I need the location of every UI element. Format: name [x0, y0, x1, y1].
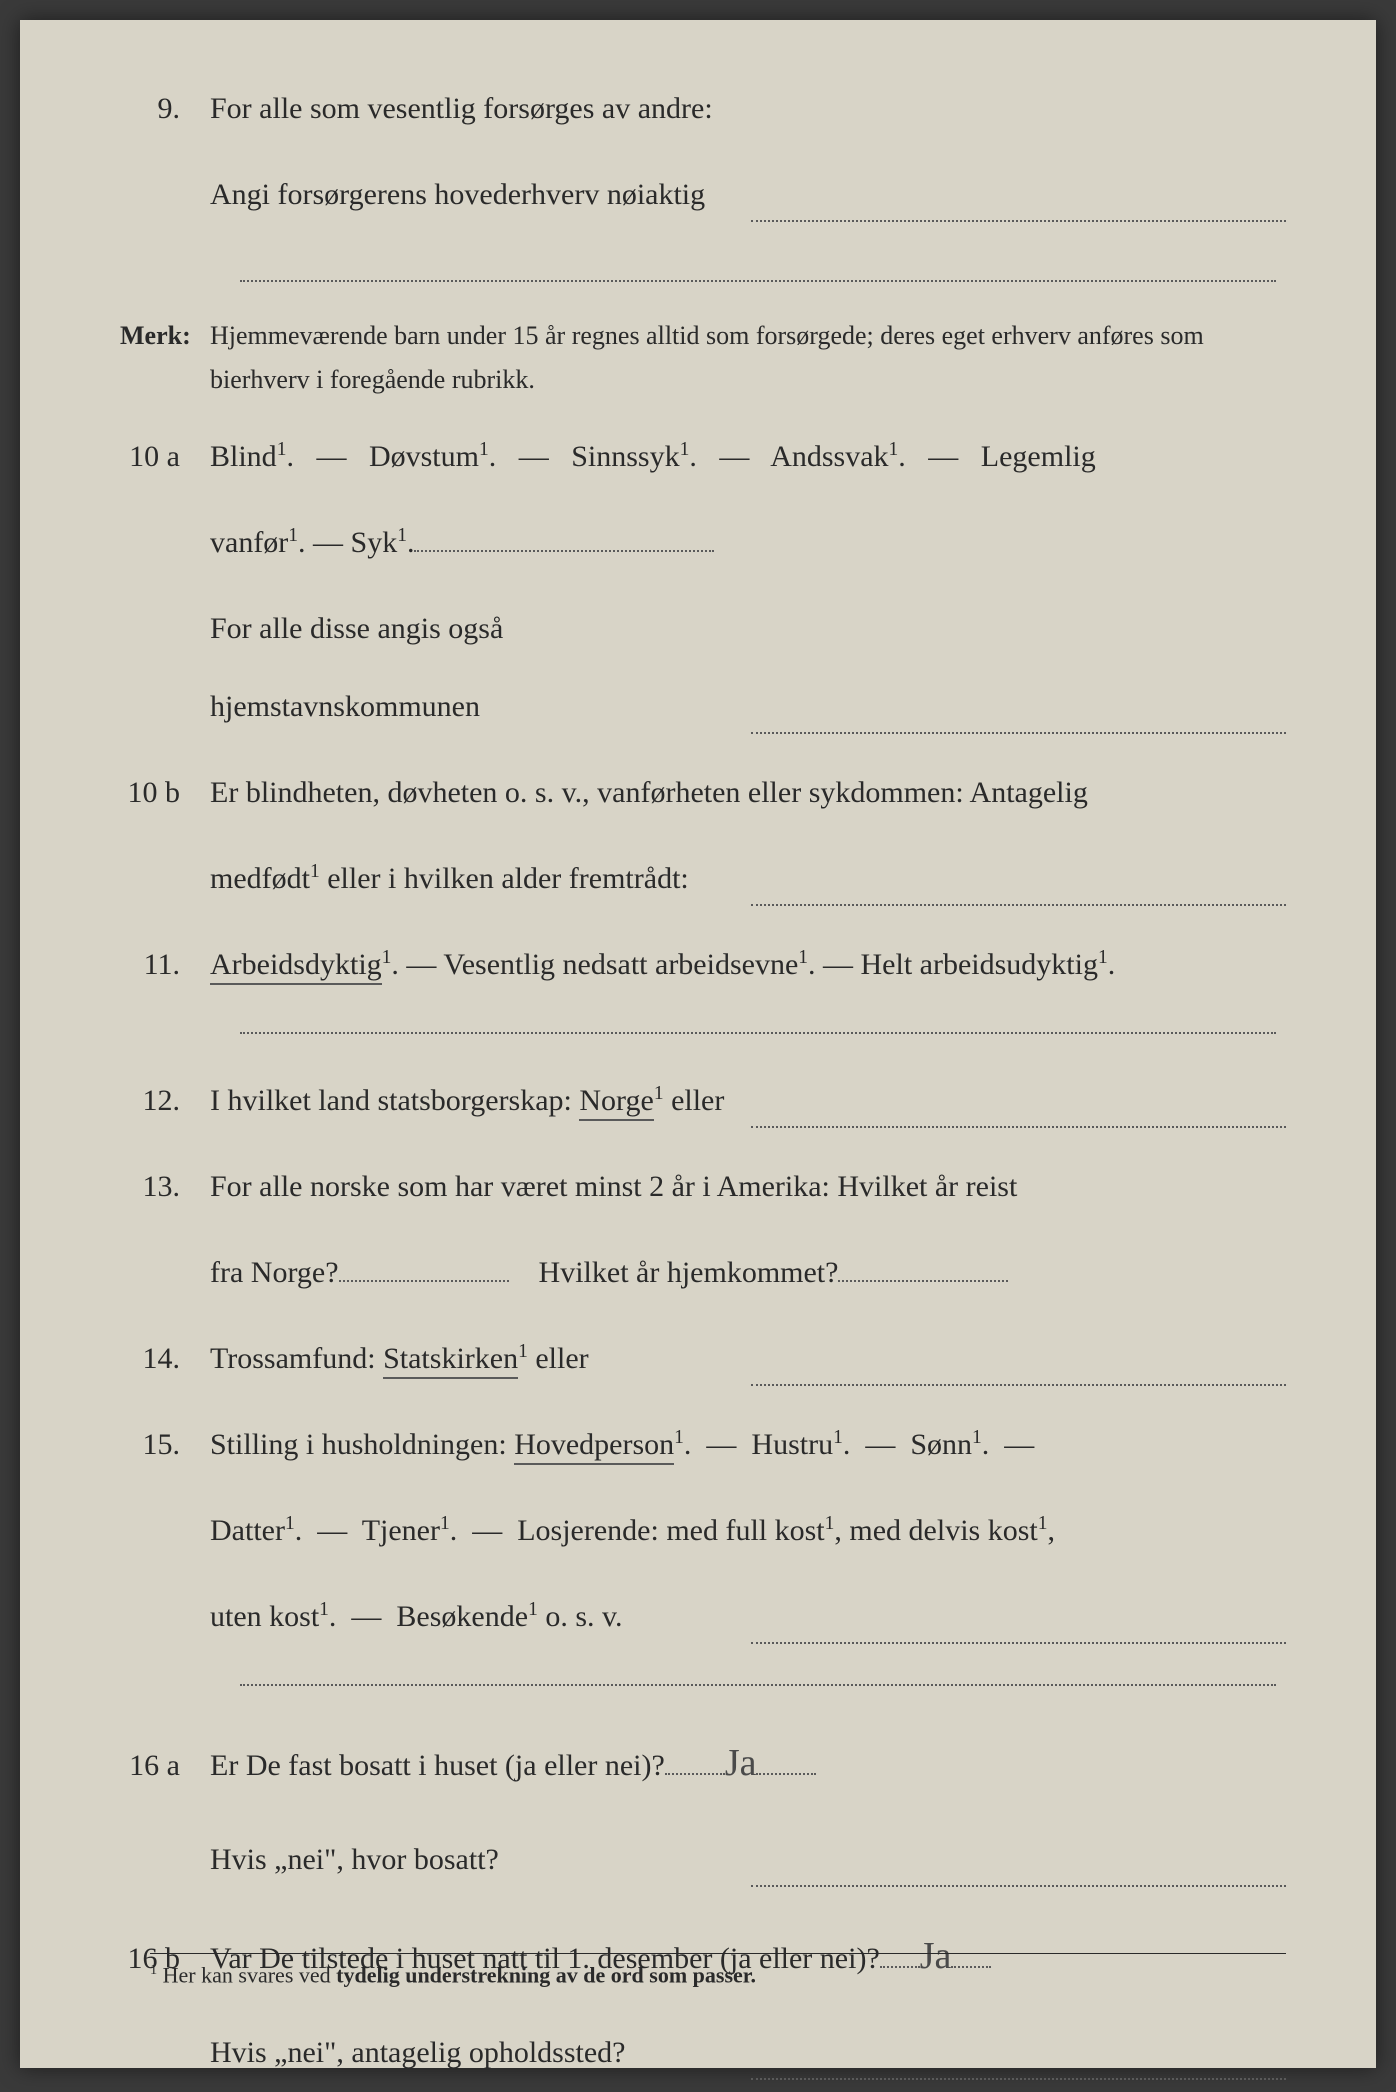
- q12-number: 12.: [120, 1062, 210, 1140]
- q12-text: I hvilket land statsborgerskap: Norge1 e…: [210, 1062, 745, 1140]
- q16b-blank: [751, 2064, 1286, 2080]
- opt-losjerende: Losjerende: med full kost: [517, 1514, 824, 1547]
- q10a-blank2: [751, 718, 1286, 734]
- q9-row2: Angi forsørgerens hovederhverv nøiaktig: [120, 156, 1286, 234]
- q13-text2: fra Norge? Hvilket år hjemkommet?: [210, 1234, 1286, 1312]
- q13-number: 13.: [120, 1148, 210, 1226]
- opt-dovstum: Døvstum: [369, 440, 479, 473]
- q10b-text1: Er blindheten, døvheten o. s. v., vanfør…: [210, 754, 1286, 832]
- footnote-sup: 1: [150, 1962, 157, 1978]
- q10b-text2: medfødt1 eller i hvilken alder fremtrådt…: [210, 840, 745, 918]
- q9-row1: 9. For alle som vesentlig forsørges av a…: [120, 70, 1286, 148]
- q15-row1: 15. Stilling i husholdningen: Hovedperso…: [120, 1406, 1286, 1484]
- q9-text2: Angi forsørgerens hovederhverv nøiaktig: [210, 156, 745, 234]
- q12-blank: [751, 1112, 1286, 1128]
- q10a-text2: vanfør1. — Syk1.: [210, 504, 1286, 582]
- q10b-number: 10 b: [120, 754, 210, 832]
- q10b-blank: [751, 890, 1286, 906]
- q15-text2: Datter1. — Tjener1. — Losjerende: med fu…: [210, 1492, 1286, 1570]
- q10a-row3: For alle disse angis også hjemstavnskomm…: [120, 590, 1286, 746]
- separator-2: [240, 1684, 1276, 1686]
- q10a-text3: For alle disse angis også hjemstavnskomm…: [210, 590, 745, 746]
- opt-sonn: Sønn: [910, 1428, 972, 1461]
- q15-row2: Datter1. — Tjener1. — Losjerende: med fu…: [120, 1492, 1286, 1570]
- q11-row: 11. Arbeidsdyktig1. — Vesentlig nedsatt …: [120, 926, 1286, 1004]
- q13-blank1: [339, 1280, 509, 1282]
- q16a-text2: Hvis „nei", hvor bosatt?: [210, 1821, 745, 1899]
- opt-arbeidsdyktig: Arbeidsdyktig: [210, 948, 382, 985]
- q9-blank-line: [240, 242, 1276, 282]
- opt-sinnssyk: Sinnssyk: [571, 440, 679, 473]
- q10a-blank1: [414, 550, 714, 552]
- footnote: 1 Her kan svares ved tydelig understrekn…: [150, 1953, 1286, 1988]
- q13-row2: fra Norge? Hvilket år hjemkommet?: [120, 1234, 1286, 1312]
- opt-syk: Syk: [351, 526, 398, 559]
- q15-text1: Stilling i husholdningen: Hovedperson1. …: [210, 1406, 1286, 1484]
- merk-row: Merk: Hjemmeværende barn under 15 år reg…: [120, 302, 1286, 402]
- q14-text: Trossamfund: Statskirken1 eller: [210, 1320, 745, 1398]
- q16b-text2: Hvis „nei", antagelig opholdssted?: [210, 2014, 745, 2092]
- footnote-bold: tydelig understrekning av de ord som pas…: [336, 1962, 756, 1987]
- q13-blank2: [838, 1280, 1008, 1282]
- separator-1: [240, 1032, 1276, 1034]
- q9-blank: [751, 206, 1286, 222]
- census-form-page: 9. For alle som vesentlig forsørges av a…: [20, 20, 1376, 2068]
- opt-tjener: Tjener: [362, 1514, 440, 1547]
- q15-row3: uten kost1. — Besøkende1 o. s. v.: [120, 1578, 1286, 1656]
- q10b-row1: 10 b Er blindheten, døvheten o. s. v., v…: [120, 754, 1286, 832]
- q16a-row1: 16 a Er De fast bosatt i huset (ja eller…: [120, 1714, 1286, 1813]
- merk-text: Hjemmeværende barn under 15 år regnes al…: [210, 314, 1286, 402]
- q10a-number: 10 a: [120, 418, 210, 496]
- q16a-row2: Hvis „nei", hvor bosatt?: [120, 1821, 1286, 1899]
- q16a-number: 16 a: [120, 1727, 210, 1805]
- opt-vanfor: vanfør: [210, 526, 288, 559]
- q15-blank: [751, 1628, 1286, 1644]
- opt-norge: Norge: [579, 1084, 653, 1121]
- opt-hovedperson: Hovedperson: [514, 1428, 674, 1465]
- opt-nedsatt: Vesentlig nedsatt arbeidsevne: [443, 948, 798, 981]
- q12-row: 12. I hvilket land statsborgerskap: Norg…: [120, 1062, 1286, 1140]
- q16a-text1: Er De fast bosatt i huset (ja eller nei)…: [210, 1714, 1286, 1813]
- q14-row: 14. Trossamfund: Statskirken1 eller: [120, 1320, 1286, 1398]
- q15-text3: uten kost1. — Besøkende1 o. s. v.: [210, 1578, 745, 1656]
- q14-blank: [751, 1370, 1286, 1386]
- q15-number: 15.: [120, 1406, 210, 1484]
- merk-label: Merk:: [120, 302, 210, 370]
- q9-number: 9.: [120, 70, 210, 148]
- opt-medfodt: medfødt: [210, 862, 310, 895]
- q10a-row1: 10 a Blind1. — Døvstum1. — Sinnssyk1. — …: [120, 418, 1286, 496]
- q16a-blank: [751, 1871, 1286, 1887]
- q13-text1: For alle norske som har været minst 2 år…: [210, 1148, 1286, 1226]
- opt-udyktig: Helt arbeidsudyktig: [861, 948, 1098, 981]
- opt-datter: Datter: [210, 1514, 285, 1547]
- q14-number: 14.: [120, 1320, 210, 1398]
- opt-hustru: Hustru: [751, 1428, 833, 1461]
- q10a-text1: Blind1. — Døvstum1. — Sinnssyk1. — Andss…: [210, 418, 1286, 496]
- q16a-answer: Ja: [725, 1742, 757, 1784]
- opt-blind: Blind: [210, 440, 277, 473]
- q10b-row2: medfødt1 eller i hvilken alder fremtrådt…: [120, 840, 1286, 918]
- q11-text: Arbeidsdyktig1. — Vesentlig nedsatt arbe…: [210, 926, 1286, 1004]
- q11-number: 11.: [120, 926, 210, 1004]
- q13-row1: 13. For alle norske som har været minst …: [120, 1148, 1286, 1226]
- opt-legemlig: Legemlig: [981, 440, 1096, 473]
- q16b-row2: Hvis „nei", antagelig opholdssted?: [120, 2014, 1286, 2092]
- opt-uten-kost: uten kost: [210, 1600, 319, 1633]
- q10a-row2: vanfør1. — Syk1.: [120, 504, 1286, 582]
- opt-besokende: Besøkende: [396, 1600, 528, 1633]
- opt-andssvak: Andssvak: [770, 440, 888, 473]
- opt-statskirken: Statskirken: [383, 1342, 518, 1379]
- q9-text1: For alle som vesentlig forsørges av andr…: [210, 70, 1286, 148]
- footnote-pre: Her kan svares ved: [163, 1962, 337, 1987]
